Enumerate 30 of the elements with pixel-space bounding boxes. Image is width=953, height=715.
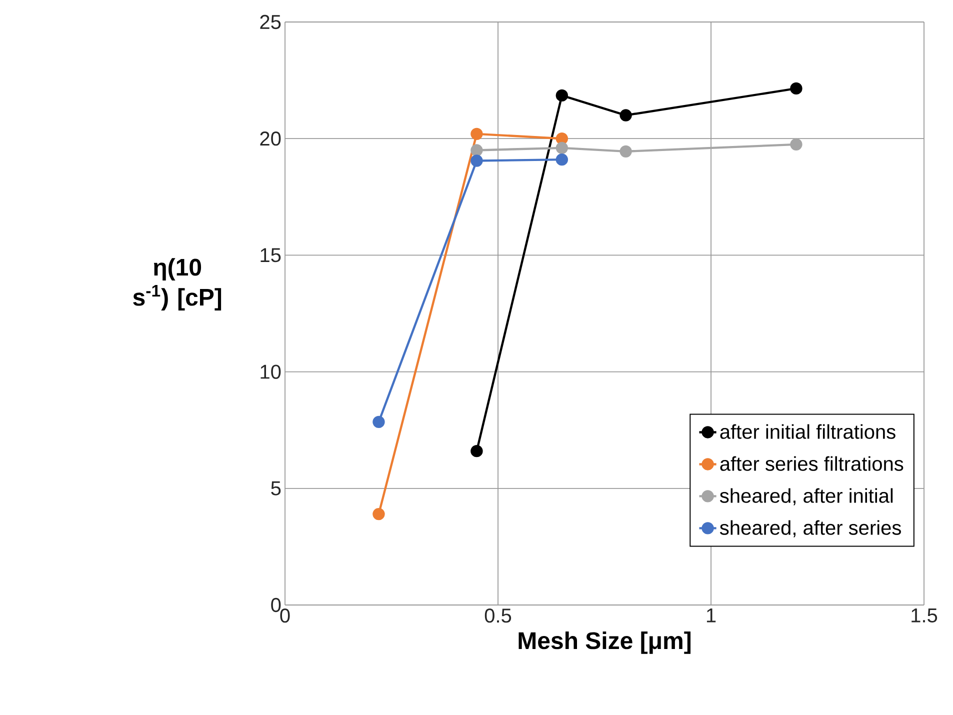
y-tick-label: 25	[260, 14, 281, 30]
point	[372, 508, 385, 520]
point	[470, 154, 483, 167]
point	[556, 132, 568, 145]
y-tick-label: 20	[260, 132, 281, 146]
x-tick-label: 0	[280, 608, 290, 623]
y-tick-label: 0	[271, 598, 281, 612]
x-axis-title: Mesh Size [μm]	[518, 632, 690, 654]
point	[620, 145, 632, 158]
point	[620, 109, 632, 122]
x-tick-label: 0.5	[484, 608, 512, 623]
point	[790, 82, 802, 95]
legend-label: after initial filtrations	[720, 424, 896, 439]
point	[470, 144, 483, 156]
point	[556, 89, 568, 102]
legend-label: sheared, after series	[720, 520, 901, 538]
point	[470, 444, 483, 458]
y-axis-title: η(10 s$^{-1}$) [cP]	[133, 258, 222, 311]
legend-label: sheared, after initial	[720, 488, 893, 506]
y-tick-label: 5	[271, 481, 281, 496]
point	[790, 138, 802, 151]
y-tick-label: 10	[260, 364, 281, 379]
point	[556, 142, 568, 154]
x-tick-label: 1.5	[912, 608, 938, 622]
legend-label: after series filtrations	[720, 456, 904, 471]
point	[470, 128, 483, 140]
point	[556, 153, 568, 166]
x-tick-label: 1	[706, 608, 716, 622]
y-tick-label: 15	[260, 248, 281, 262]
point	[372, 416, 385, 428]
